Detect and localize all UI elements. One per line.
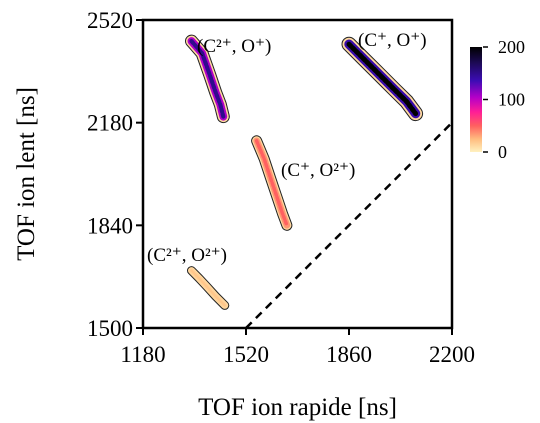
y-tick-label: 2520 (87, 8, 133, 33)
island-core (190, 269, 227, 307)
x-tick-label: 1180 (120, 342, 165, 367)
y-axis-label: TOF ion lent [ns] (13, 87, 40, 261)
x-tick-label: 2200 (429, 342, 475, 367)
island-2 (341, 36, 424, 122)
x-tick-label: 1520 (223, 342, 269, 367)
island-3 (251, 135, 293, 231)
colorbar-gradient (470, 47, 482, 152)
x-tick-label: 1860 (326, 342, 372, 367)
island-core (346, 41, 419, 117)
plot-area: (C²⁺, O⁺) (C⁺, O⁺) (C⁺, O²⁺) (C²⁺, O²⁺) 1180… (13, 8, 475, 421)
plot-frame (141, 18, 454, 330)
island-4 (187, 266, 230, 310)
colorbar-tick-label: 100 (498, 90, 525, 110)
diagonal-reference-line (245, 121, 453, 329)
island-1 (185, 34, 230, 124)
colorbar-tick-label: 0 (498, 142, 507, 162)
x-axis-label: TOF ion rapide [ns] (198, 394, 397, 421)
colorbar-tick-label: 200 (498, 37, 525, 57)
island-label: (C²⁺, O²⁺) (147, 245, 227, 266)
island-label: (C⁺, O²⁺) (281, 160, 355, 181)
colorbar: 0 100 200 (470, 37, 525, 162)
y-tick-label: 1500 (87, 316, 133, 341)
y-tick-label: 2180 (87, 111, 133, 136)
island-label: (C²⁺, O⁺) (197, 36, 271, 57)
island-label: (C⁺, O⁺) (358, 30, 427, 51)
y-tick-label: 1840 (87, 213, 133, 238)
island-core (254, 139, 289, 228)
island-core (189, 39, 226, 119)
